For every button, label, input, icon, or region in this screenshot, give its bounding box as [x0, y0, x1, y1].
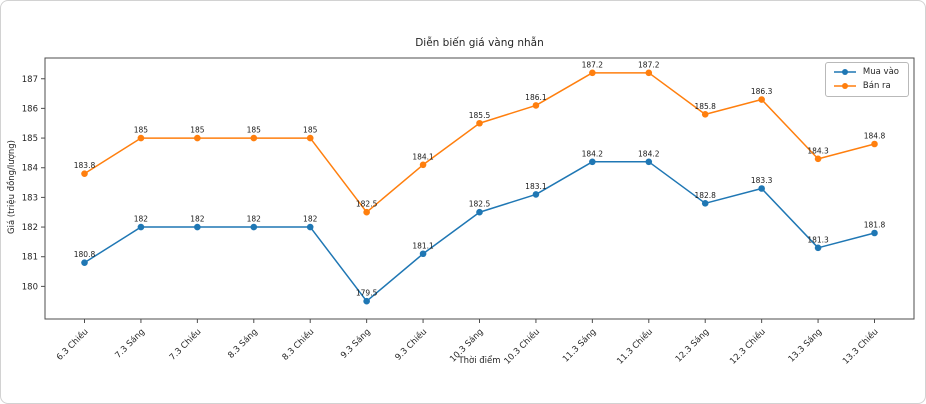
- data-point-mua-vao: [645, 158, 653, 166]
- line-marker-swatch-icon: [833, 83, 856, 89]
- data-point-mua-vao: [137, 223, 145, 231]
- point-label-ban-ra: 185: [247, 126, 262, 135]
- data-point-ban-ra: [250, 134, 258, 142]
- point-label-ban-ra: 187.2: [582, 60, 604, 69]
- data-point-ban-ra: [137, 134, 145, 142]
- legend-label: Mua vào: [862, 67, 899, 77]
- legend-label: Bán ra: [862, 81, 891, 91]
- data-point-mua-vao: [194, 223, 201, 231]
- point-label-ban-ra: 185.5: [469, 111, 491, 120]
- data-point-ban-ra: [814, 155, 822, 163]
- data-point-ban-ra: [419, 161, 427, 169]
- point-label-mua-vao: 181.8: [864, 220, 886, 229]
- chart-legend: Mua vào Bán ra: [824, 62, 909, 97]
- data-point-mua-vao: [250, 223, 258, 231]
- data-point-ban-ra: [194, 134, 201, 142]
- legend-item-mua-vao: Mua vào: [833, 67, 899, 77]
- point-label-ban-ra: 184.8: [864, 132, 886, 141]
- point-label-ban-ra: 186.1: [525, 93, 547, 102]
- point-label-ban-ra: 184.1: [412, 152, 434, 161]
- data-point-mua-vao: [363, 297, 370, 305]
- point-label-mua-vao: 182: [134, 215, 149, 224]
- point-label-mua-vao: 182.8: [694, 191, 716, 200]
- y-tick-label: 181: [22, 253, 38, 263]
- point-label-ban-ra: 184.3: [807, 146, 829, 155]
- data-point-mua-vao: [758, 185, 765, 192]
- data-point-ban-ra: [476, 119, 483, 127]
- plot-border: [44, 57, 915, 320]
- data-point-ban-ra: [532, 102, 540, 109]
- data-point-mua-vao: [306, 223, 314, 231]
- y-tick-label: 180: [22, 282, 38, 292]
- data-point-ban-ra: [701, 111, 709, 118]
- point-label-ban-ra: 185: [134, 126, 149, 135]
- y-tick-label: 186: [22, 104, 38, 114]
- point-label-mua-vao: 182: [303, 215, 318, 224]
- point-label-mua-vao: 181.1: [412, 241, 434, 250]
- data-point-mua-vao: [476, 208, 483, 216]
- y-tick-label: 183: [22, 193, 38, 203]
- data-point-ban-ra: [81, 170, 88, 177]
- point-label-ban-ra: 185: [190, 126, 205, 135]
- data-point-mua-vao: [81, 259, 88, 266]
- point-label-ban-ra: 187.2: [638, 60, 660, 69]
- data-point-ban-ra: [363, 208, 370, 216]
- point-label-ban-ra: 183.8: [74, 161, 96, 170]
- data-point-ban-ra: [871, 140, 878, 148]
- point-label-mua-vao: 182: [190, 215, 205, 224]
- y-axis-title: Giá (triệu đồng/lượng): [7, 140, 17, 234]
- data-point-mua-vao: [814, 244, 822, 252]
- chart-title: Diễn biến giá vàng nhẫn: [415, 37, 544, 49]
- data-point-mua-vao: [532, 191, 540, 198]
- data-point-ban-ra: [589, 69, 596, 77]
- point-label-mua-vao: 184.2: [582, 149, 604, 158]
- point-label-ban-ra: 185: [303, 126, 318, 135]
- y-tick-label: 182: [22, 223, 38, 233]
- y-tick-label: 185: [22, 134, 38, 144]
- data-point-mua-vao: [419, 250, 427, 258]
- legend-item-ban-ra: Bán ra: [833, 81, 899, 91]
- point-label-mua-vao: 182.5: [469, 200, 491, 209]
- y-tick-label: 187: [22, 75, 38, 85]
- point-label-mua-vao: 182: [247, 215, 262, 224]
- point-label-ban-ra: 186.3: [751, 87, 773, 96]
- point-label-mua-vao: 179.5: [356, 289, 378, 298]
- line-marker-swatch-icon: [833, 69, 856, 75]
- point-label-mua-vao: 183.1: [525, 182, 547, 191]
- point-label-ban-ra: 185.8: [694, 102, 716, 111]
- point-label-mua-vao: 180.8: [74, 250, 96, 259]
- point-label-mua-vao: 183.3: [751, 176, 773, 185]
- data-point-ban-ra: [645, 69, 653, 77]
- point-label-mua-vao: 184.2: [638, 149, 660, 158]
- y-tick-label: 184: [22, 164, 38, 174]
- data-point-mua-vao: [871, 229, 878, 237]
- data-point-mua-vao: [701, 200, 709, 207]
- data-point-ban-ra: [306, 134, 314, 142]
- x-axis-title: Thời điểm: [458, 356, 501, 366]
- data-point-ban-ra: [758, 96, 765, 103]
- point-label-mua-vao: 181.3: [807, 235, 829, 244]
- data-point-mua-vao: [589, 158, 596, 166]
- point-label-ban-ra: 182.5: [356, 200, 378, 209]
